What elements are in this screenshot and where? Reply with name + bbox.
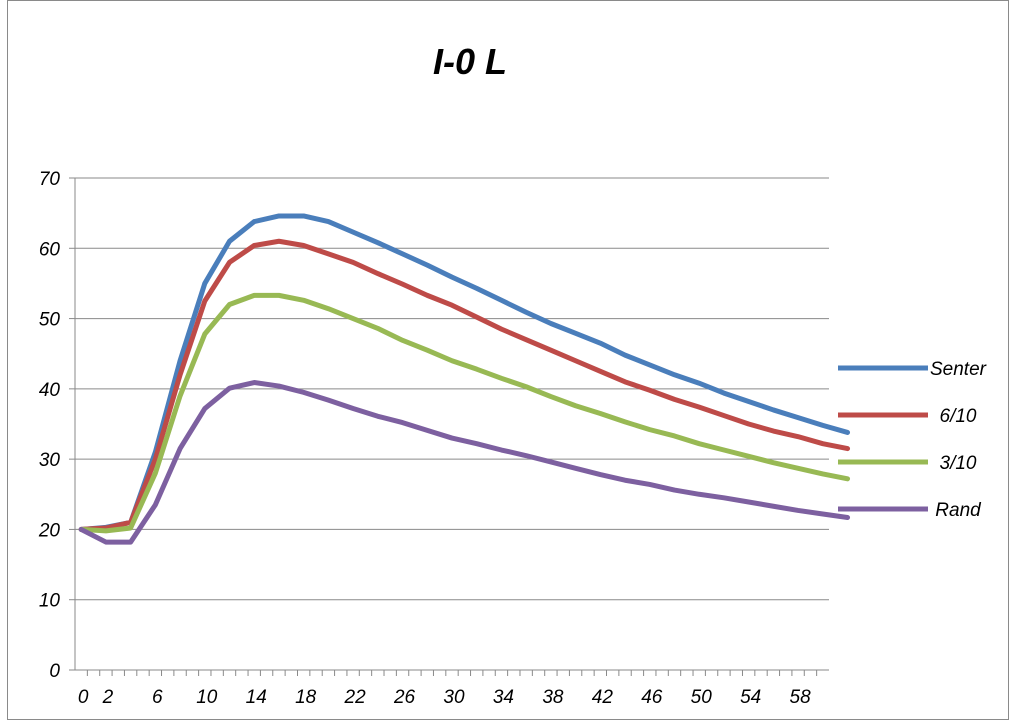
- x-tick-label: 22: [344, 687, 367, 708]
- x-tick-label: 34: [493, 687, 514, 708]
- x-tick-label: 50: [691, 687, 713, 708]
- y-tick-label: 20: [38, 520, 61, 541]
- x-tick-label: 42: [592, 687, 614, 708]
- series-line-2: [78, 238, 851, 532]
- series-line-4: [78, 380, 851, 545]
- series-line-3: [78, 292, 851, 534]
- legend-label: 6/10: [940, 406, 977, 427]
- y-tick-label: 0: [49, 661, 60, 682]
- x-tick-label: 58: [790, 687, 812, 708]
- legend-label: Rand: [935, 500, 982, 521]
- y-axis-ticks: 0 10 20 30 40 50 60 70: [38, 169, 75, 682]
- x-tick-label: 0: [78, 687, 89, 708]
- y-tick-label: 70: [39, 169, 61, 190]
- x-tick-label: 18: [295, 687, 317, 708]
- x-tick-label: 38: [542, 687, 564, 708]
- x-tick-label: 14: [246, 687, 267, 708]
- y-tick-label: 40: [39, 380, 61, 401]
- axes: [74, 178, 829, 671]
- y-tick-label: 50: [39, 310, 61, 331]
- legend: Senter 6/10 3/10 Rand: [838, 359, 987, 521]
- series-lines: [78, 213, 851, 545]
- x-tick-label: 10: [196, 687, 218, 708]
- chart-title: I-0 L: [433, 41, 507, 82]
- x-tick-label: 6: [152, 687, 163, 708]
- x-axis-ticks: 0 2 6 10 14 18 22 26 30 34 38 42 46 50 54 58: [78, 670, 818, 708]
- y-tick-label: 10: [39, 591, 61, 612]
- x-tick-label: 26: [393, 687, 416, 708]
- y-tick-label: 60: [39, 239, 61, 260]
- legend-label: 3/10: [940, 453, 977, 474]
- x-tick-label: 2: [102, 687, 114, 708]
- series-line-1: [78, 213, 851, 532]
- y-tick-label: 30: [39, 450, 61, 471]
- x-tick-label: 30: [443, 687, 465, 708]
- x-tick-label: 46: [641, 687, 663, 708]
- x-tick-label: 54: [740, 687, 761, 708]
- legend-label: Senter: [930, 359, 987, 380]
